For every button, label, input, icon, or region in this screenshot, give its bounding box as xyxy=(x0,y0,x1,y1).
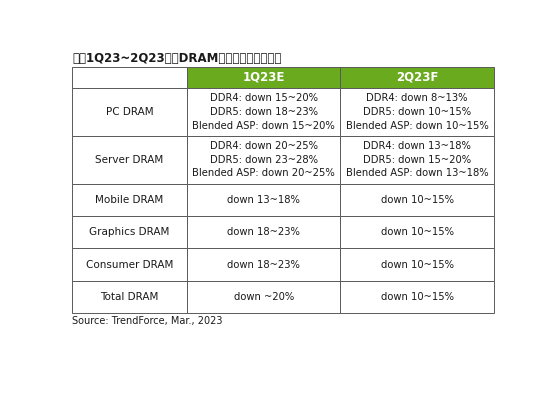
Bar xyxy=(187,67,340,88)
Text: down 10~15%: down 10~15% xyxy=(381,195,453,205)
Bar xyxy=(340,216,494,248)
Bar xyxy=(187,248,340,281)
Text: 2Q23F: 2Q23F xyxy=(396,71,438,84)
Bar xyxy=(72,281,187,313)
Text: down 10~15%: down 10~15% xyxy=(381,227,453,237)
Bar xyxy=(187,184,340,216)
Bar xyxy=(340,88,494,136)
Bar xyxy=(72,216,187,248)
Bar xyxy=(187,88,340,136)
Text: down 10~15%: down 10~15% xyxy=(381,292,453,302)
Text: DDR4: down 13~18%
DDR5: down 15~20%
Blended ASP: down 13~18%: DDR4: down 13~18% DDR5: down 15~20% Blen… xyxy=(346,141,488,178)
Bar xyxy=(340,248,494,281)
Text: down 18~23%: down 18~23% xyxy=(227,259,300,270)
Text: Graphics DRAM: Graphics DRAM xyxy=(89,227,170,237)
Bar xyxy=(72,184,187,216)
Text: Total DRAM: Total DRAM xyxy=(101,292,159,302)
Bar xyxy=(187,136,340,184)
Text: 1Q23E: 1Q23E xyxy=(242,71,285,84)
Bar xyxy=(72,136,187,184)
Bar xyxy=(72,88,187,136)
Bar xyxy=(72,248,187,281)
Text: PC DRAM: PC DRAM xyxy=(106,107,153,117)
Text: Mobile DRAM: Mobile DRAM xyxy=(96,195,164,205)
Text: down 10~15%: down 10~15% xyxy=(381,259,453,270)
Text: DDR4: down 15~20%
DDR5: down 18~23%
Blended ASP: down 15~20%: DDR4: down 15~20% DDR5: down 18~23% Blen… xyxy=(193,93,335,131)
Bar xyxy=(187,216,340,248)
Text: 表、1Q23~2Q23各类DRAM产品价格涨跌幅预测: 表、1Q23~2Q23各类DRAM产品价格涨跌幅预测 xyxy=(72,52,282,65)
Text: down 13~18%: down 13~18% xyxy=(227,195,300,205)
Text: Source: TrendForce, Mar., 2023: Source: TrendForce, Mar., 2023 xyxy=(72,316,223,326)
Bar xyxy=(187,281,340,313)
Bar xyxy=(340,136,494,184)
Text: DDR4: down 8~13%
DDR5: down 10~15%
Blended ASP: down 10~15%: DDR4: down 8~13% DDR5: down 10~15% Blend… xyxy=(346,93,488,131)
Text: down 18~23%: down 18~23% xyxy=(227,227,300,237)
Bar xyxy=(340,281,494,313)
Bar xyxy=(72,67,187,88)
Text: Consumer DRAM: Consumer DRAM xyxy=(86,259,173,270)
Bar xyxy=(340,67,494,88)
Text: DDR4: down 20~25%
DDR5: down 23~28%
Blended ASP: down 20~25%: DDR4: down 20~25% DDR5: down 23~28% Blen… xyxy=(193,141,335,178)
Bar xyxy=(340,184,494,216)
Text: Server DRAM: Server DRAM xyxy=(96,155,164,165)
Text: down ~20%: down ~20% xyxy=(234,292,294,302)
